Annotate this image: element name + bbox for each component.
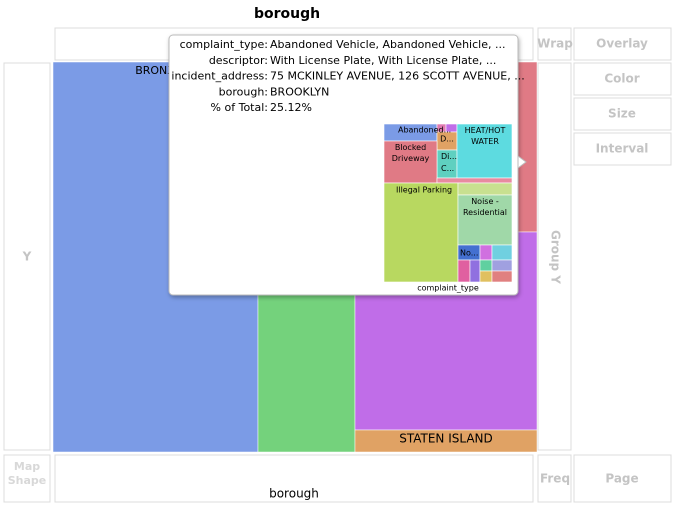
thumb-label: Di... C...	[441, 152, 457, 173]
freq-label: Freq	[540, 472, 570, 486]
cell	[479, 259, 493, 272]
map-shape-label: Map Shape	[7, 460, 47, 487]
tooltip-value: BROOKLYN	[270, 85, 329, 98]
thumb-box: HEAT/HOT WATER	[464, 126, 506, 146]
size-zone[interactable]	[573, 97, 672, 131]
tooltip-value: 25.12%	[270, 101, 312, 114]
tooltip-key: % of Total:	[211, 101, 268, 114]
cell	[491, 259, 513, 272]
group-y-zone[interactable]	[537, 62, 572, 451]
tooltip-key: descriptor:	[209, 54, 268, 67]
thumbnail	[383, 123, 513, 283]
x-label: borough	[269, 487, 319, 501]
overlay-zone[interactable]	[573, 27, 672, 61]
cell	[436, 177, 513, 184]
tooltip-key: incident_address:	[171, 70, 268, 83]
thumb-label: Abandoned...	[398, 126, 451, 135]
freq-zone[interactable]	[537, 454, 572, 503]
tooltip-pointer	[517, 155, 527, 169]
cell	[457, 259, 471, 283]
cell	[491, 244, 513, 261]
cell	[383, 182, 459, 283]
group-y-label: Group Y	[549, 230, 563, 284]
cell[interactable]	[354, 429, 538, 453]
color-label: Color	[604, 72, 639, 86]
cell	[383, 140, 438, 184]
thumb-label: No...	[460, 249, 478, 258]
tooltip: complaint_type: Abandoned Vehicle, Abando…	[168, 34, 527, 296]
tooltip-value: 75 MCKINLEY AVENUE, 126 SCOTT AVENUE, ..…	[270, 70, 525, 83]
plot-label: BRONX	[135, 64, 175, 77]
page-label: Page	[605, 472, 638, 486]
cell	[479, 270, 493, 283]
x-zone[interactable]	[54, 454, 534, 503]
tooltip-key: borough:	[219, 85, 268, 98]
size-label: Size	[608, 107, 636, 121]
thumb-caption: complaint_type	[417, 284, 479, 293]
thumb-label: Blocked Driveway	[391, 143, 430, 163]
thumb-box: Noise - Residential	[462, 197, 508, 217]
cell	[469, 259, 481, 283]
overlay-label: Overlay	[596, 37, 648, 51]
page-zone[interactable]	[573, 454, 672, 503]
cell	[457, 194, 513, 246]
thumb-label: Illegal Parking	[396, 186, 452, 195]
thumb-label: Noise - Residential	[462, 197, 508, 217]
y-zone[interactable]	[3, 62, 51, 451]
tooltip-key: complaint_type:	[180, 38, 268, 51]
cell	[457, 182, 513, 196]
cell	[491, 270, 513, 283]
title: borough	[254, 6, 320, 22]
thumb-label: HEAT/HOT WATER	[464, 126, 506, 146]
tooltip-value: Abandoned Vehicle, Abandoned Vehicle, ..…	[270, 38, 505, 51]
cell	[479, 244, 493, 261]
interval-zone[interactable]	[573, 132, 672, 166]
interval-label: Interval	[596, 142, 649, 156]
wrap-label: Wrap	[537, 37, 573, 51]
map-shape-box: Map Shape	[7, 460, 47, 487]
wrap-zone[interactable]	[537, 27, 572, 61]
plot-label: STATEN ISLAND	[399, 432, 493, 446]
y-label: Y	[22, 250, 32, 264]
thumb-label: D...	[440, 135, 454, 144]
cell	[456, 123, 513, 179]
thumb-box: Di... C...	[441, 152, 457, 173]
color-zone[interactable]	[573, 62, 672, 96]
map-shape-zone[interactable]	[3, 454, 51, 503]
tooltip-value: With License Plate, With License Plate, …	[270, 54, 496, 67]
thumb-box: Blocked Driveway	[391, 143, 430, 163]
